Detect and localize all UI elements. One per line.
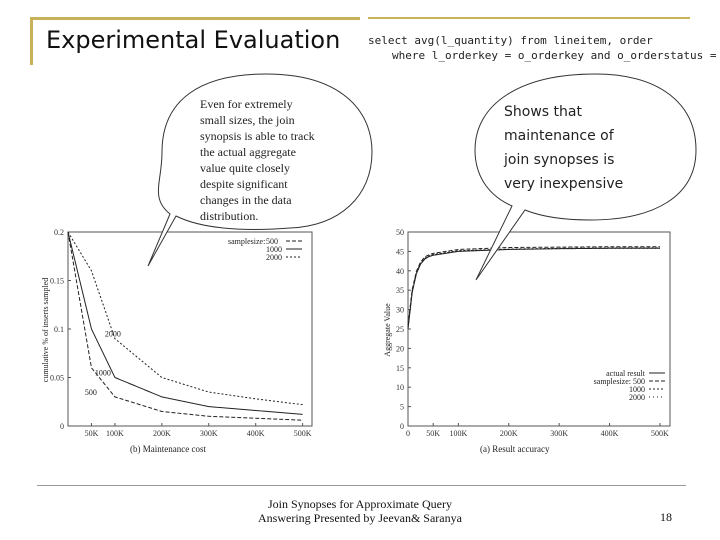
left-chart-labels: 0 0.05 0.1 0.15 0.2 50K 100K 200K 300K 400K 500K 50… (41, 228, 312, 454)
x-tick-label: 50K (426, 429, 440, 438)
y-tick-label: 15 (396, 364, 404, 373)
left-callout-line: value quite closely (200, 161, 290, 175)
left-callout-line: despite significant (200, 177, 288, 191)
legend-entry: 1000 (629, 385, 645, 394)
series-line-500 (67, 231, 303, 421)
x-tick-label: 400K (601, 429, 619, 438)
legend-entry: 1000 (266, 245, 282, 254)
title-left-rule (30, 17, 33, 65)
x-tick-label: 400K (247, 429, 265, 438)
left-callout-line: the actual aggregate (200, 145, 296, 159)
left-chart-lines (67, 231, 303, 421)
y-tick-label: 20 (396, 344, 404, 353)
chart-caption: (b) Maintenance cost (130, 444, 206, 454)
legend-entry: 2000 (266, 253, 282, 262)
right-chart-lines (407, 246, 660, 330)
chart-caption: (a) Result accuracy (480, 444, 550, 454)
series-line-2000 (67, 231, 303, 406)
y-tick-label: 35 (396, 286, 404, 295)
y-tick-label: 0.05 (50, 374, 64, 383)
series-line (407, 247, 660, 330)
legend-entry: actual result (606, 369, 646, 378)
y-tick-label: 0.2 (54, 228, 64, 237)
title-top-rule (30, 17, 360, 20)
y-tick-label: 45 (396, 247, 404, 256)
right-callout-line: Shows that (504, 104, 582, 120)
chart-result-accuracy: 0 5 10 15 20 25 30 35 40 45 50 0 50K 100K 200K 300K 400K… (383, 228, 671, 454)
x-tick-label: 100K (449, 429, 467, 438)
header-rule (368, 17, 690, 19)
y-axis-label: cumulative % of inserts sampled (41, 278, 50, 382)
legend-title: samplesize: (228, 237, 265, 246)
x-tick-label: 100K (106, 429, 124, 438)
footer-rule (37, 485, 686, 486)
chart-maintenance-cost: 0 0.05 0.1 0.15 0.2 50K 100K 200K 300K 400K 500K 50… (41, 228, 313, 454)
y-tick-label: 50 (396, 228, 404, 237)
left-callout-line: distribution. (200, 209, 259, 223)
x-tick-label: 50K (85, 429, 99, 438)
page-number: 18 (660, 510, 672, 524)
y-tick-label: 40 (396, 267, 404, 276)
right-callout-line: maintenance of (504, 128, 614, 144)
left-chart-axes (67, 231, 313, 427)
footer-line-1: Join Synopses for Approximate Query (268, 497, 452, 511)
legend-entry: samplesize: 500 (594, 377, 645, 386)
x-tick-label: 300K (200, 429, 218, 438)
left-callout-line: Even for extremely (200, 97, 293, 111)
y-axis-label: Aggregate Value (383, 303, 392, 357)
series-label-1000: 1000 (95, 369, 111, 378)
sql-line-2: where l_orderkey = o_orderkey and o_orde… (392, 49, 720, 62)
x-tick-label: 200K (500, 429, 518, 438)
x-tick-label: 500K (651, 429, 669, 438)
footer-line-2: Answering Presented by Jeevan& Saranya (258, 511, 462, 525)
legend-entry: 500 (266, 237, 278, 246)
y-tick-label: 10 (396, 383, 404, 392)
y-tick-label: 0 (400, 422, 404, 431)
slide-title: Experimental Evaluation (46, 26, 341, 54)
series-label-2000: 2000 (105, 330, 121, 339)
right-chart-labels: 0 5 10 15 20 25 30 35 40 45 50 0 50K 100K 200K 300K 400K… (383, 228, 669, 454)
y-tick-label: 0 (60, 422, 64, 431)
y-tick-label: 5 (400, 403, 404, 412)
x-tick-label: 500K (294, 429, 312, 438)
right-callout-bubble (474, 73, 697, 281)
footer-text: Join Synopses for Approximate Query Answ… (240, 497, 480, 525)
left-callout-line: changes in the data (200, 193, 292, 207)
series-line-1000 (67, 231, 303, 415)
left-callout-line: small sizes, the join (200, 113, 295, 127)
y-tick-label: 30 (396, 306, 404, 315)
left-callout-line: synopsis is able to track (200, 129, 315, 143)
x-tick-label: 0 (406, 429, 410, 438)
title-frame (30, 17, 360, 65)
sql-line-1: select avg(l_quantity) from lineitem, or… (368, 34, 653, 47)
y-tick-label: 0.15 (50, 277, 64, 286)
x-tick-label: 200K (153, 429, 171, 438)
y-tick-label: 0.1 (54, 325, 64, 334)
y-tick-label: 25 (396, 325, 404, 334)
left-callout-text: Even for extremely small sizes, the join… (200, 96, 315, 224)
legend-entry: 2000 (629, 393, 645, 402)
series-line (407, 246, 660, 326)
right-callout-text: Shows that maintenance of join synopses … (504, 100, 623, 196)
left-callout-bubble (147, 73, 373, 267)
series-label-500: 500 (85, 388, 97, 397)
right-callout-line: very inexpensive (504, 176, 624, 192)
x-tick-label: 300K (550, 429, 568, 438)
right-callout-line: join synopses is (504, 152, 615, 168)
